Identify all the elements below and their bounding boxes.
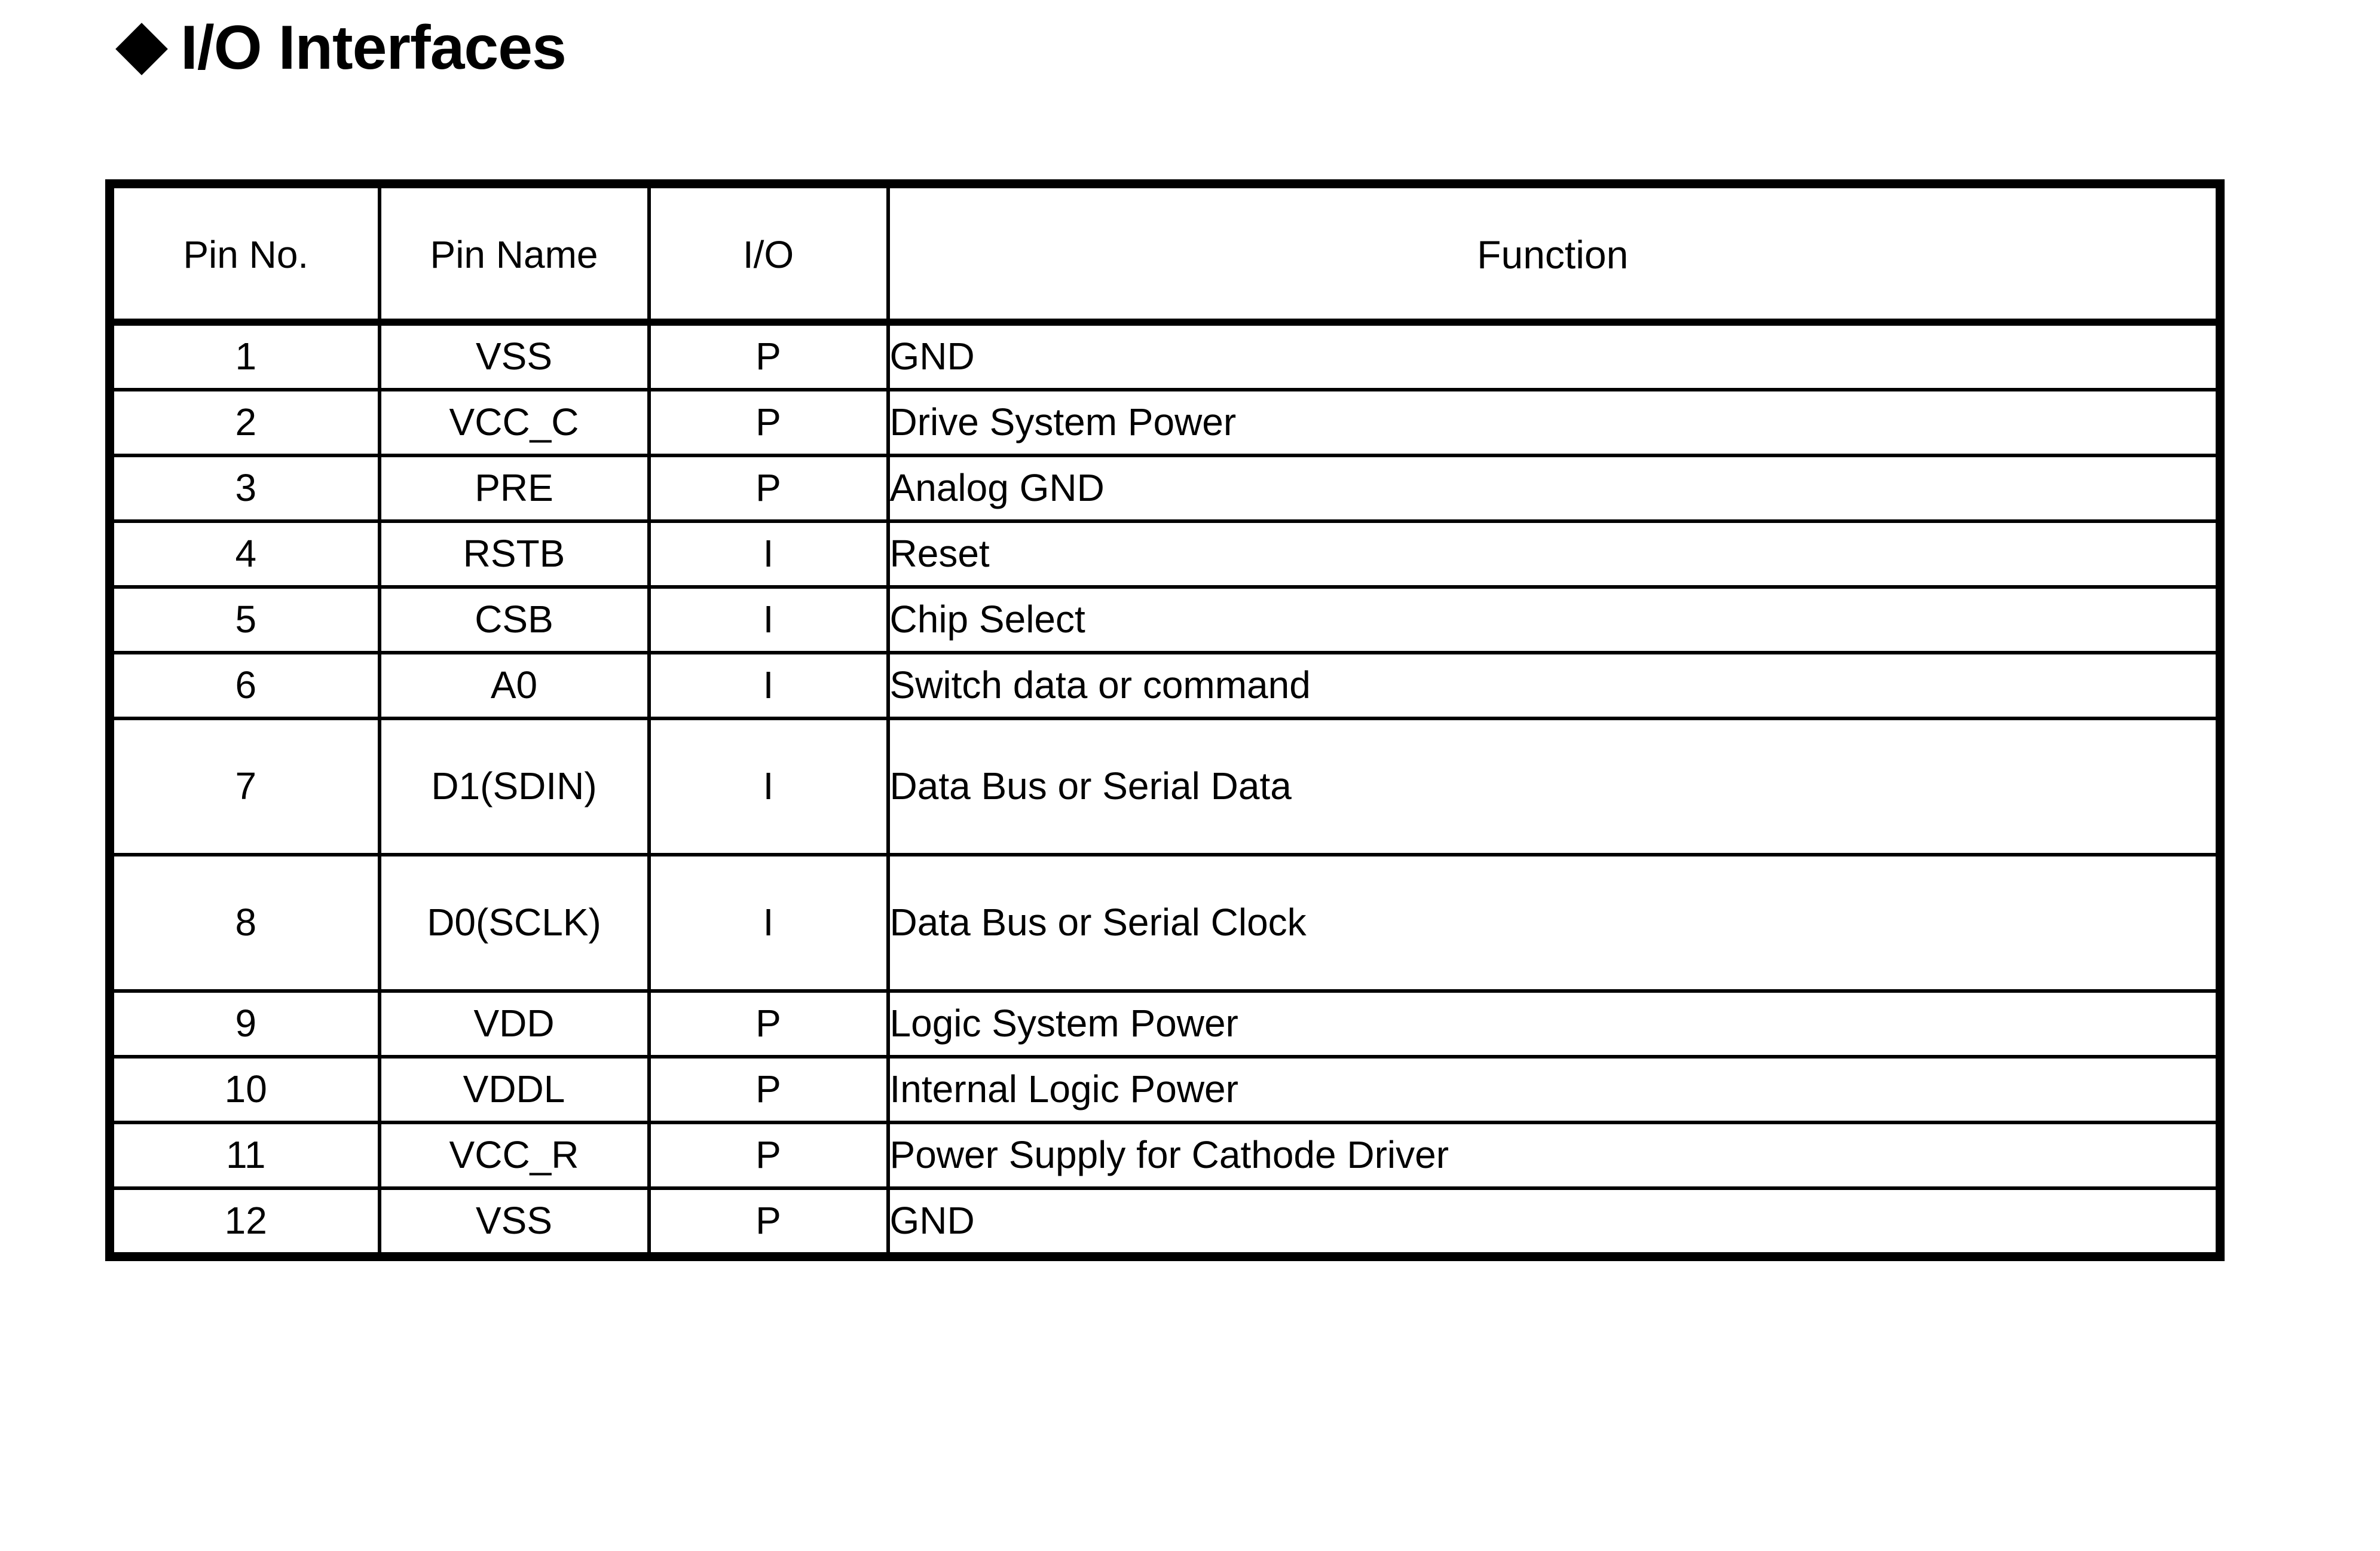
io-interfaces-table: Pin No. Pin Name I/O Function 1 VSS P GND 2 V… bbox=[105, 179, 2225, 1261]
cell-pin-no: 2 bbox=[109, 390, 381, 457]
cell-pin-no: 1 bbox=[109, 324, 381, 391]
cell-function: GND bbox=[888, 324, 2220, 391]
table-row: 5 CSB I Chip Select bbox=[109, 587, 2220, 654]
cell-io: P bbox=[648, 1057, 890, 1124]
table-body: 1 VSS P GND 2 VCC_C P Drive System Power 3 PRE P An… bbox=[109, 324, 2220, 1257]
cell-pin-no: 3 bbox=[109, 455, 381, 523]
column-header-pin-no: Pin No. bbox=[109, 183, 381, 326]
cell-pin-name: VSS bbox=[379, 1188, 651, 1257]
table-header-row: Pin No. Pin Name I/O Function bbox=[109, 183, 2220, 326]
cell-io: P bbox=[648, 390, 890, 457]
cell-function: Data Bus or Serial Clock bbox=[888, 855, 2220, 993]
cell-pin-name: RSTB bbox=[379, 521, 651, 589]
cell-function: Logic System Power bbox=[888, 991, 2220, 1059]
cell-io: P bbox=[648, 991, 890, 1059]
table-row: 1 VSS P GND bbox=[109, 324, 2220, 391]
table-row: 7 D1(SDIN) I Data Bus or Serial Data bbox=[109, 718, 2220, 856]
cell-io: I bbox=[648, 587, 890, 654]
cell-pin-no: 5 bbox=[109, 587, 381, 654]
cell-pin-no: 12 bbox=[109, 1188, 381, 1257]
cell-io: P bbox=[648, 1188, 890, 1257]
cell-pin-no: 6 bbox=[109, 653, 381, 720]
cell-function: Data Bus or Serial Data bbox=[888, 718, 2220, 856]
cell-function: Analog GND bbox=[888, 455, 2220, 523]
table-row: 9 VDD P Logic System Power bbox=[109, 991, 2220, 1059]
column-header-io: I/O bbox=[648, 183, 890, 326]
cell-io: I bbox=[648, 653, 890, 720]
cell-io: I bbox=[648, 855, 890, 993]
cell-function: Power Supply for Cathode Driver bbox=[888, 1122, 2220, 1190]
io-interfaces-table-container: Pin No. Pin Name I/O Function 1 VSS P GND 2 V… bbox=[105, 179, 2225, 1261]
column-header-function: Function bbox=[888, 183, 2220, 326]
table-row: 8 D0(SCLK) I Data Bus or Serial Clock bbox=[109, 855, 2220, 993]
cell-function: Reset bbox=[888, 521, 2220, 589]
cell-pin-no: 9 bbox=[109, 991, 381, 1059]
cell-pin-name: VCC_C bbox=[379, 390, 651, 457]
cell-pin-no: 7 bbox=[109, 718, 381, 856]
cell-pin-name: VSS bbox=[379, 324, 651, 391]
cell-pin-name: PRE bbox=[379, 455, 651, 523]
cell-pin-name: VCC_R bbox=[379, 1122, 651, 1190]
cell-io: I bbox=[648, 718, 890, 856]
cell-pin-name: VDD bbox=[379, 991, 651, 1059]
cell-io: P bbox=[648, 455, 890, 523]
cell-pin-name: D0(SCLK) bbox=[379, 855, 651, 993]
cell-pin-name: D1(SDIN) bbox=[379, 718, 651, 856]
cell-pin-name: A0 bbox=[379, 653, 651, 720]
page-title: I/O Interfaces bbox=[181, 13, 567, 82]
table-header: Pin No. Pin Name I/O Function bbox=[109, 183, 2220, 326]
table-row: 10 VDDL P Internal Logic Power bbox=[109, 1057, 2220, 1124]
table-row: 11 VCC_R P Power Supply for Cathode Driver bbox=[109, 1122, 2220, 1190]
table-row: 12 VSS P GND bbox=[109, 1188, 2220, 1257]
table-row: 4 RSTB I Reset bbox=[109, 521, 2220, 589]
cell-function: Drive System Power bbox=[888, 390, 2220, 457]
table-row: 6 A0 I Switch data or command bbox=[109, 653, 2220, 720]
table-row: 2 VCC_C P Drive System Power bbox=[109, 390, 2220, 457]
column-header-pin-name: Pin Name bbox=[379, 183, 651, 326]
cell-pin-name: CSB bbox=[379, 587, 651, 654]
cell-pin-no: 10 bbox=[109, 1057, 381, 1124]
cell-io: P bbox=[648, 1122, 890, 1190]
cell-io: P bbox=[648, 324, 890, 391]
cell-function: Internal Logic Power bbox=[888, 1057, 2220, 1124]
table-row: 3 PRE P Analog GND bbox=[109, 455, 2220, 523]
cell-function: Switch data or command bbox=[888, 653, 2220, 720]
section-heading: I/O Interfaces bbox=[115, 13, 567, 82]
cell-pin-no: 4 bbox=[109, 521, 381, 589]
cell-pin-no: 11 bbox=[109, 1122, 381, 1190]
cell-pin-no: 8 bbox=[109, 855, 381, 993]
cell-io: I bbox=[648, 521, 890, 589]
diamond-bullet-icon bbox=[115, 23, 168, 75]
cell-function: GND bbox=[889, 1199, 975, 1243]
cell-function: Chip Select bbox=[888, 587, 2220, 654]
cell-pin-name: VDDL bbox=[379, 1057, 651, 1124]
